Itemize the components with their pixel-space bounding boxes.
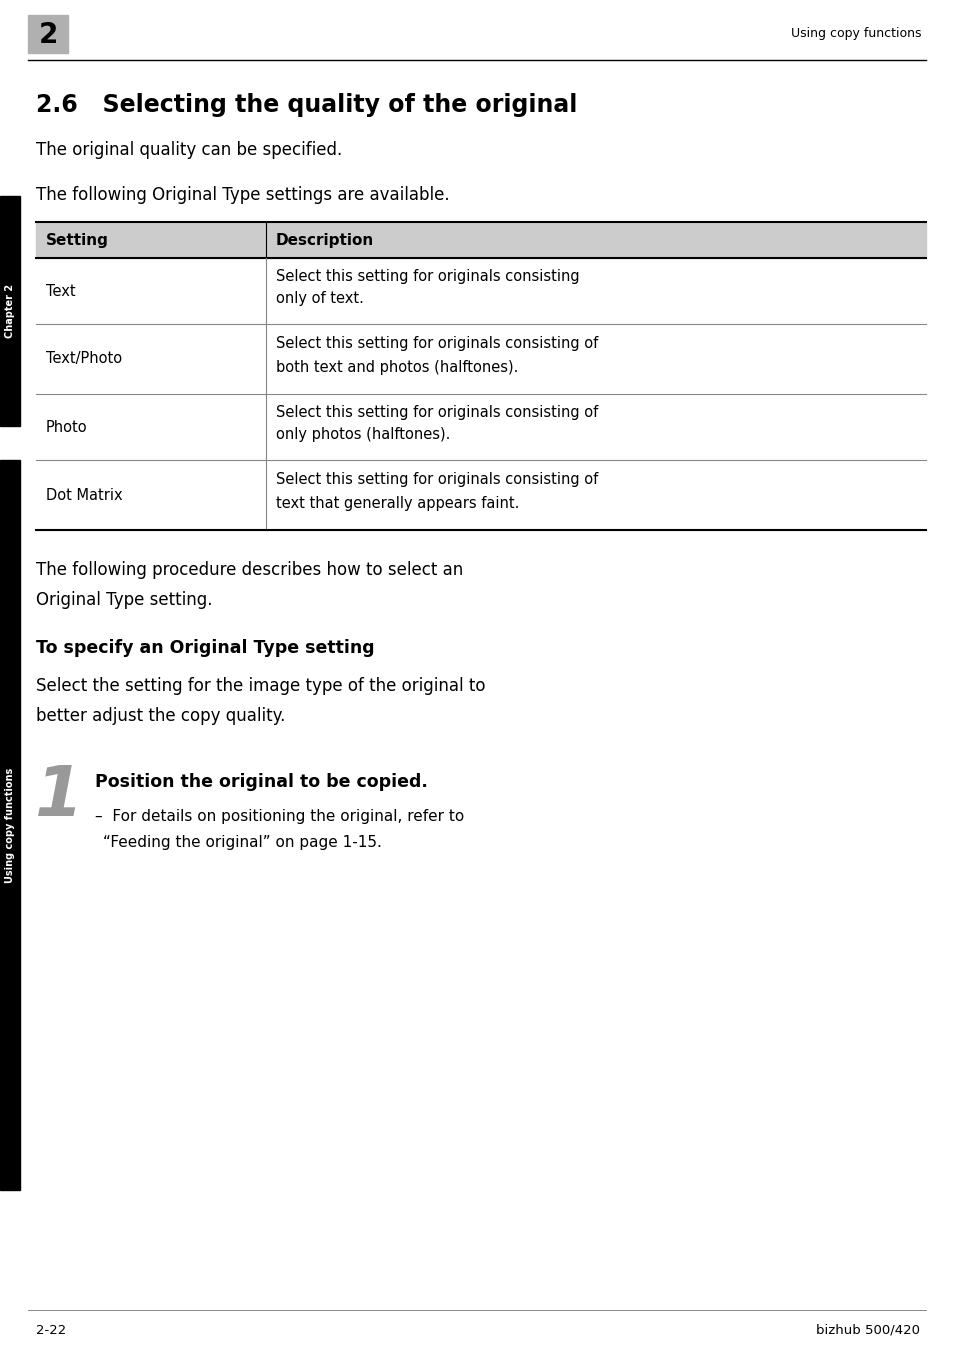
Text: Select this setting for originals consisting of: Select this setting for originals consis… (275, 406, 598, 420)
Text: Select this setting for originals consisting of: Select this setting for originals consis… (275, 337, 598, 352)
Text: –  For details on positioning the original, refer to: – For details on positioning the origina… (95, 808, 464, 823)
Text: Select this setting for originals consisting: Select this setting for originals consis… (275, 269, 579, 284)
Text: Photo: Photo (46, 419, 88, 434)
Text: Setting: Setting (46, 233, 109, 247)
Text: only of text.: only of text. (275, 291, 363, 306)
Text: To specify an Original Type setting: To specify an Original Type setting (36, 639, 375, 657)
Text: The following Original Type settings are available.: The following Original Type settings are… (36, 187, 449, 204)
Text: Text: Text (46, 284, 75, 299)
Text: Using copy functions: Using copy functions (791, 27, 921, 41)
Text: bizhub 500/420: bizhub 500/420 (815, 1324, 919, 1337)
Text: “Feeding the original” on page 1-15.: “Feeding the original” on page 1-15. (103, 834, 381, 849)
Bar (36, 222, 925, 258)
Bar (28, 15, 68, 53)
Text: text that generally appears faint.: text that generally appears faint. (275, 496, 518, 511)
Text: both text and photos (halftones).: both text and photos (halftones). (275, 360, 517, 375)
Text: Description: Description (275, 233, 374, 247)
Bar (0, 196, 20, 426)
Text: Select this setting for originals consisting of: Select this setting for originals consis… (275, 472, 598, 487)
Text: Dot Matrix: Dot Matrix (46, 488, 123, 503)
Text: Position the original to be copied.: Position the original to be copied. (95, 773, 428, 791)
Text: Chapter 2: Chapter 2 (5, 284, 15, 338)
Text: Original Type setting.: Original Type setting. (36, 591, 213, 608)
Text: 2.6   Selecting the quality of the original: 2.6 Selecting the quality of the origina… (36, 93, 577, 118)
Text: 2: 2 (38, 22, 57, 49)
Text: Select the setting for the image type of the original to: Select the setting for the image type of… (36, 677, 485, 695)
Text: better adjust the copy quality.: better adjust the copy quality. (36, 707, 285, 725)
Bar (0, 460, 20, 1190)
Text: 2-22: 2-22 (36, 1324, 66, 1337)
Text: only photos (halftones).: only photos (halftones). (275, 427, 450, 442)
Text: Using copy functions: Using copy functions (5, 768, 15, 883)
Text: Text/Photo: Text/Photo (46, 352, 122, 366)
Text: The following procedure describes how to select an: The following procedure describes how to… (36, 561, 463, 579)
Text: 1: 1 (33, 763, 82, 830)
Text: The original quality can be specified.: The original quality can be specified. (36, 141, 342, 160)
